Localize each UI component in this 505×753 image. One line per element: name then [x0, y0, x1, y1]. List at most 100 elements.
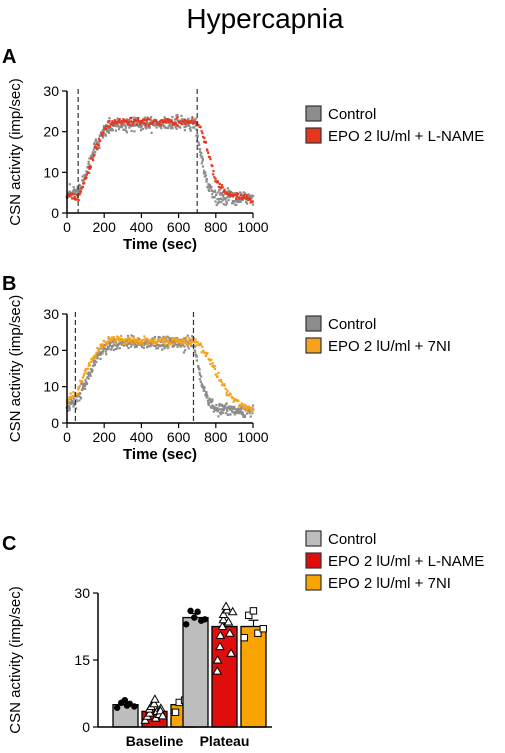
data-point [133, 116, 136, 119]
data-point [165, 335, 168, 339]
data-point [225, 393, 228, 397]
data-point [219, 411, 222, 414]
data-point [183, 122, 187, 125]
data-point [114, 348, 117, 351]
data-point [153, 335, 157, 339]
data-point [78, 399, 81, 402]
data-point [182, 351, 186, 354]
data-point [111, 120, 114, 123]
data-point [108, 117, 111, 120]
data-point [238, 191, 242, 194]
data-point [208, 156, 211, 159]
data-point [221, 408, 224, 411]
data-point [85, 371, 88, 374]
data-point [96, 147, 99, 150]
data-point [232, 411, 235, 414]
data-point [81, 382, 84, 385]
data-point [137, 125, 141, 128]
data-point [203, 386, 206, 389]
data-point [121, 124, 124, 127]
data-point [204, 174, 208, 177]
data-point [73, 195, 76, 199]
data-point [242, 407, 245, 410]
data-point [169, 123, 172, 126]
data-point [210, 358, 213, 361]
data-point [235, 197, 238, 200]
data-point [90, 157, 93, 160]
data-point [189, 126, 192, 129]
data-point [94, 146, 97, 149]
data-point [104, 347, 107, 351]
data-point [169, 127, 173, 130]
data-point [93, 362, 96, 365]
data-point [198, 371, 201, 374]
data-point [131, 123, 134, 126]
data-point [235, 411, 239, 415]
data-point [125, 338, 128, 341]
y-tick-label: 20 [43, 124, 59, 140]
y-tick-label: 0 [51, 415, 59, 431]
data-point [169, 339, 172, 342]
y-tick-label: 30 [43, 306, 59, 322]
data-point [132, 124, 135, 127]
data-point [123, 341, 126, 344]
data-point [127, 339, 131, 342]
data-point [164, 343, 167, 346]
y-tick-label: 20 [43, 342, 59, 358]
data-point [183, 126, 186, 129]
data-point [138, 122, 141, 125]
data-point [201, 132, 204, 135]
data-point [205, 177, 208, 181]
data-point [163, 117, 167, 120]
x-axis-title: Time (sec) [123, 446, 197, 463]
data-point [104, 134, 108, 137]
data-point [88, 167, 92, 170]
data-point [120, 123, 123, 126]
data-point [202, 388, 205, 391]
data-point [140, 344, 143, 347]
data-point [246, 197, 250, 200]
data-point [205, 180, 208, 183]
data-point [195, 359, 199, 362]
data-point [207, 151, 210, 154]
data-point [97, 143, 100, 147]
scatter-plot-a: 0 200 400 600 800 1000 0 10 20 30 Time (sec) CSN ac… [7, 78, 269, 253]
data-point [117, 124, 120, 127]
data-point [127, 118, 130, 121]
data-point [72, 193, 75, 196]
data-point [249, 409, 252, 412]
data-point [248, 412, 251, 415]
data-point [211, 164, 214, 168]
data-point [197, 141, 200, 144]
data-point [99, 357, 102, 360]
data-point [188, 337, 191, 340]
data-point-triangle [215, 641, 225, 651]
data-point [70, 194, 73, 197]
data-point [99, 344, 103, 348]
data-point [95, 140, 98, 143]
panel-b: B 0 200 400 600 800 1000 0 10 20 30 Time (sec) CSN … [2, 273, 451, 463]
data-point [107, 346, 110, 349]
x-tick-label: 1000 [237, 429, 268, 445]
data-point [175, 117, 178, 120]
data-point [163, 347, 166, 350]
x-tick-label: 400 [130, 429, 154, 445]
data-point [171, 345, 174, 348]
data-point [101, 129, 104, 132]
series-0-points [65, 113, 255, 207]
data-point [94, 359, 97, 362]
data-point [140, 340, 143, 343]
data-point [191, 339, 194, 342]
data-point [202, 349, 205, 352]
legend-label-0: Control [328, 316, 376, 333]
data-point [165, 126, 168, 130]
data-point [160, 127, 163, 130]
data-point [140, 125, 143, 128]
data-point-circle [113, 704, 121, 711]
data-point [209, 405, 212, 408]
data-point [246, 408, 249, 411]
y-tick-label: 0 [51, 205, 59, 221]
data-point [212, 173, 215, 176]
data-point [219, 191, 222, 194]
